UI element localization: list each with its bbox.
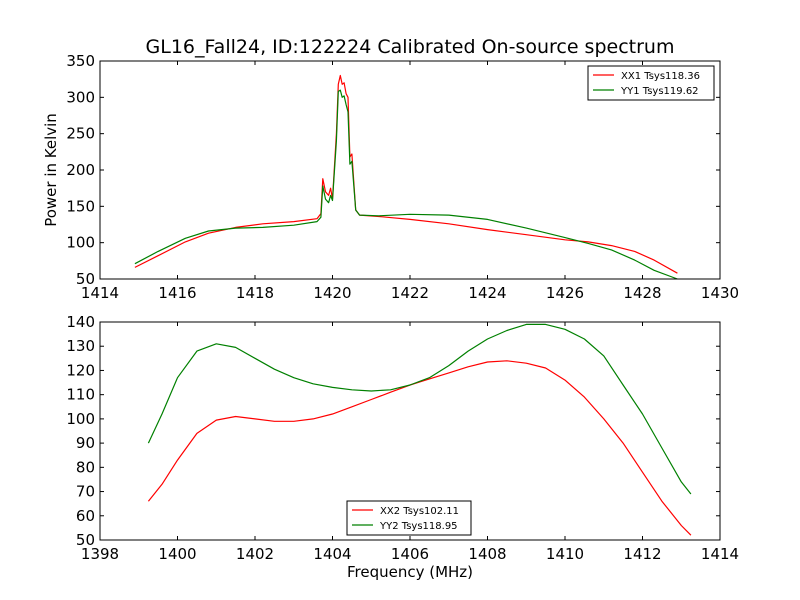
x-tick-label: 1398	[81, 545, 119, 563]
x-tick-label: 1428	[623, 284, 661, 302]
y-tick-label: 120	[66, 361, 95, 379]
legend: XX1 Tsys118.36 YY1 Tsys119.62	[587, 65, 715, 101]
x-tick-label: 1400	[158, 545, 196, 563]
y-tick-label: 150	[66, 197, 95, 215]
top-panel: 1414 1416 1418 1420 1422 1424 1426 1428 1430 50 10…	[42, 52, 739, 302]
y-tick-label: 110	[66, 386, 95, 404]
x-tick-label: 1414	[81, 284, 119, 302]
x-axis-label: Frequency (MHz)	[347, 563, 473, 581]
y-tick-label: 100	[66, 234, 95, 252]
x-tick-label: 1404	[313, 545, 351, 563]
x-tick-label: 1424	[468, 284, 506, 302]
legend-box	[587, 65, 715, 101]
x-tick-label: 1416	[158, 284, 196, 302]
y-tick-label: 350	[66, 52, 95, 70]
y-tick-label: 200	[66, 161, 95, 179]
x-tick-label: 1418	[236, 284, 274, 302]
y-tick-label: 90	[76, 434, 95, 452]
series-line-xx1	[134, 74, 678, 274]
y-tick-label: 60	[76, 507, 95, 525]
legend: XX2 Tsys102.11 YY2 Tsys118.95	[346, 500, 472, 536]
y-tick-label: 130	[66, 337, 95, 355]
x-tick-label: 1406	[391, 545, 429, 563]
series-line-yy2	[147, 323, 692, 495]
y-tick-label: 80	[76, 458, 95, 476]
x-tick-label: 1412	[623, 545, 661, 563]
legend-label: XX1 Tsys118.36	[621, 71, 700, 82]
y-tick-label: 50	[76, 531, 95, 549]
x-tick-label: 1402	[236, 545, 274, 563]
series-line-yy1	[134, 89, 678, 280]
x-tick-label: 1430	[701, 284, 739, 302]
x-tick-label: 1414	[701, 545, 739, 563]
x-tick-label: 1420	[313, 284, 351, 302]
y-tick-label: 100	[66, 410, 95, 428]
y-tick-label: 70	[76, 483, 95, 501]
x-tick-label: 1408	[468, 545, 506, 563]
y-axis-label: Power in Kelvin	[42, 113, 60, 227]
y-tick-label: 50	[76, 270, 95, 288]
chart-title: GL16_Fall24, ID:122224 Calibrated On-sou…	[146, 36, 675, 58]
legend-label: YY1 Tsys119.62	[620, 86, 699, 97]
bottom-panel: 1398 1400 1402 1404 1406 1408 1410 1412 1414 50 60…	[66, 313, 739, 581]
y-tick-label: 300	[66, 88, 95, 106]
x-tick-label: 1422	[391, 284, 429, 302]
y-tick-label: 140	[66, 313, 95, 331]
legend-label: YY2 Tsys118.95	[379, 521, 458, 532]
x-tick-label: 1426	[546, 284, 584, 302]
legend-box	[346, 500, 472, 536]
y-tick-label: 250	[66, 125, 95, 143]
legend-label: XX2 Tsys102.11	[380, 506, 459, 517]
x-tick-label: 1410	[546, 545, 584, 563]
